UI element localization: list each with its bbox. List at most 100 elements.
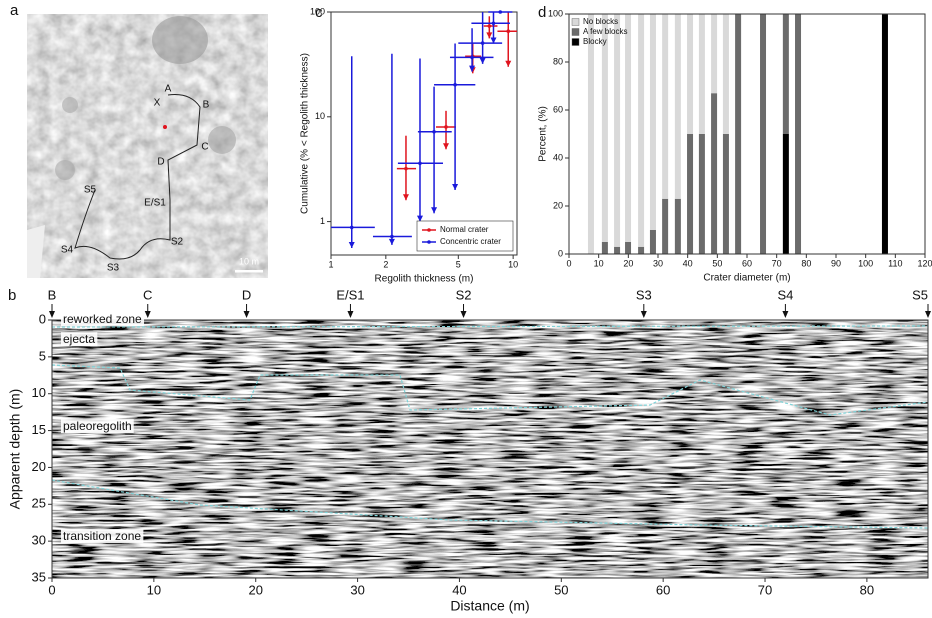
arrow-head bbox=[505, 60, 512, 67]
y-tick-label: 40 bbox=[553, 152, 563, 162]
y-tick-label: 1 bbox=[320, 216, 325, 226]
legend-label: Normal crater bbox=[440, 225, 489, 234]
bar-segment bbox=[614, 246, 621, 254]
y-tick-label: 100 bbox=[548, 8, 563, 18]
x-tick-label: 50 bbox=[554, 582, 568, 597]
y-tick-label: 10 bbox=[315, 111, 325, 121]
y-tick-label: 60 bbox=[553, 104, 563, 114]
bar-segment bbox=[735, 14, 742, 254]
point bbox=[390, 234, 394, 239]
point bbox=[444, 125, 448, 129]
marker-label: C bbox=[143, 287, 152, 302]
y-tick-label: 80 bbox=[553, 56, 563, 66]
y-tick-label: 20 bbox=[553, 200, 563, 210]
scale-bar bbox=[235, 270, 263, 273]
point bbox=[498, 10, 503, 14]
bar-segment bbox=[625, 242, 632, 254]
bar-segment bbox=[711, 14, 718, 94]
map-label: S2 bbox=[171, 237, 184, 248]
marker-arrow bbox=[925, 311, 931, 318]
bar-segment bbox=[881, 14, 888, 254]
x-tick-label: 50 bbox=[712, 258, 722, 268]
plot-frame bbox=[330, 11, 518, 256]
panel-label: c bbox=[315, 4, 323, 21]
bar-segment bbox=[601, 242, 608, 254]
zone-label-bg bbox=[61, 529, 144, 544]
x-tick-label: 40 bbox=[452, 582, 466, 597]
bar-segment bbox=[722, 134, 729, 254]
marker-arrow bbox=[347, 311, 354, 318]
y-tick-label: 100 bbox=[310, 6, 325, 16]
legend-label: No blocks bbox=[583, 17, 618, 26]
marker-arrow bbox=[460, 311, 467, 318]
panel-label: b bbox=[8, 287, 16, 304]
marker-arrow bbox=[640, 311, 647, 318]
x-tick-label: 90 bbox=[831, 258, 841, 268]
point bbox=[480, 41, 485, 45]
bar-segment bbox=[674, 198, 681, 254]
x-tick-label: 10 bbox=[594, 258, 604, 268]
zone-label-bg bbox=[61, 312, 145, 327]
point bbox=[470, 55, 474, 60]
bar-segment bbox=[687, 134, 694, 254]
x-tick-label: 110 bbox=[888, 258, 902, 268]
legend-swatch bbox=[571, 28, 580, 36]
bar-segment bbox=[662, 14, 669, 199]
point bbox=[506, 29, 511, 33]
x-axis-label: Regolith thickness (m) bbox=[375, 274, 474, 285]
x-tick-label: 10 bbox=[508, 259, 518, 269]
scale-label: 10 m bbox=[239, 256, 259, 266]
crater bbox=[152, 16, 208, 64]
point bbox=[487, 24, 492, 28]
zone-label: paleoregolith bbox=[63, 419, 132, 433]
x-tick-label: 70 bbox=[772, 258, 782, 268]
y-axis-label: Percent, (%) bbox=[538, 106, 549, 162]
legend-label: Concentric crater bbox=[440, 237, 501, 246]
marker-label: B bbox=[48, 287, 57, 302]
bar-segment bbox=[587, 14, 594, 254]
x-tick-label: 10 bbox=[147, 582, 161, 597]
bar-segment bbox=[795, 14, 802, 254]
x-axis-label: Crater diameter (m) bbox=[703, 273, 790, 284]
arrow-head bbox=[431, 207, 438, 214]
map-label: S5 bbox=[84, 185, 97, 196]
plot-frame bbox=[568, 13, 926, 255]
arrow-head bbox=[479, 57, 486, 64]
y-tick-label: 30 bbox=[32, 533, 46, 548]
arrow-head bbox=[469, 65, 476, 72]
zone-label: reworked zone bbox=[63, 312, 142, 326]
legend-swatch bbox=[571, 18, 580, 26]
y-axis-label: Cumulative (% < Regolith thickness) bbox=[300, 53, 311, 214]
zone-label: transition zone bbox=[63, 529, 141, 543]
point bbox=[453, 82, 457, 87]
point bbox=[432, 129, 436, 134]
bar-segment bbox=[625, 14, 632, 242]
bar-segment bbox=[638, 14, 645, 247]
x-tick-label: 100 bbox=[858, 258, 873, 268]
x-tick-label: 0 bbox=[48, 582, 55, 597]
arrow-head bbox=[490, 37, 497, 44]
marker-arrow bbox=[782, 311, 789, 318]
arrow-head bbox=[486, 32, 493, 39]
map-panel bbox=[27, 14, 268, 278]
legend-swatch bbox=[427, 228, 431, 232]
arrow-head bbox=[443, 143, 450, 150]
bar-segment bbox=[649, 230, 656, 254]
x-tick-label: 1 bbox=[328, 259, 333, 269]
marker-label: S3 bbox=[636, 287, 652, 302]
bar-segment bbox=[662, 198, 669, 254]
point bbox=[418, 161, 422, 166]
legend-swatch bbox=[571, 38, 580, 46]
x-tick-label: 60 bbox=[656, 582, 670, 597]
bar-segment bbox=[674, 14, 681, 199]
landing-point bbox=[163, 125, 167, 129]
boundary bbox=[51, 325, 929, 328]
zone-label-bg bbox=[61, 332, 98, 347]
bar-segment bbox=[614, 14, 621, 247]
marker-arrow bbox=[243, 311, 250, 318]
x-tick-label: 20 bbox=[623, 258, 633, 268]
x-tick-label: 5 bbox=[456, 259, 461, 269]
y-tick-label: 20 bbox=[32, 459, 46, 474]
bar-segment bbox=[601, 14, 608, 242]
